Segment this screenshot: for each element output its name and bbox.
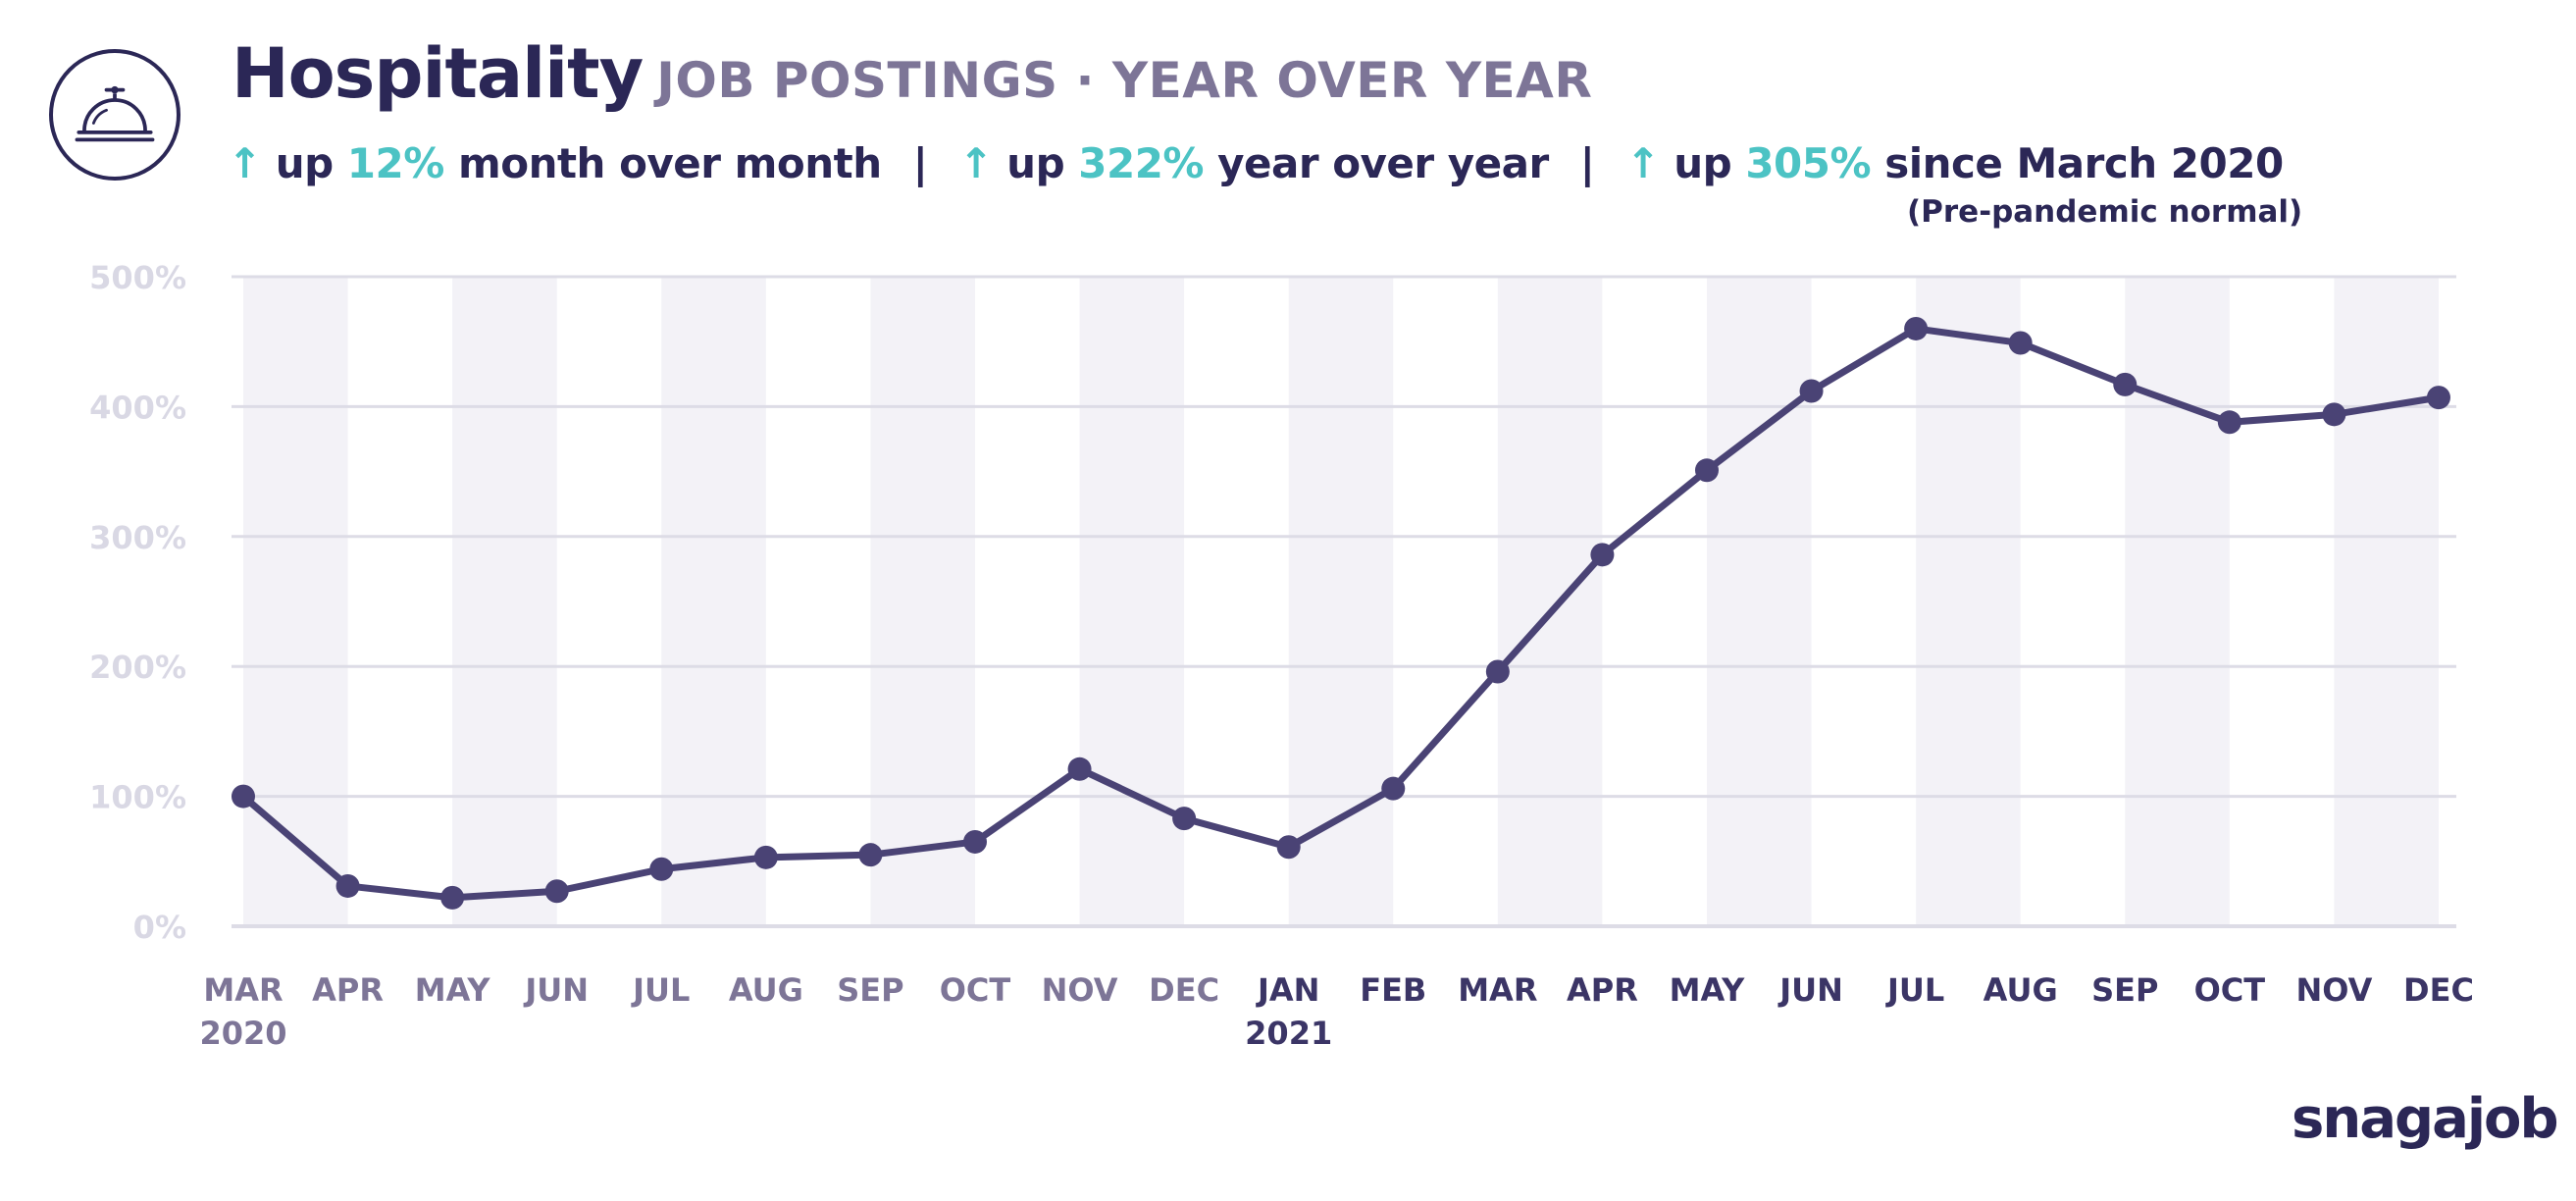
column-band [661,277,766,926]
y-tick-label: 400% [89,389,186,426]
x-tick-label: AUG [1984,971,2058,1009]
title-subtitle: JOB POSTINGS · YEAR OVER YEAR [656,52,1593,109]
x-tick-label: JAN [1256,971,1319,1009]
x-tick-label: JUL [1885,971,1944,1009]
chart-title: Hospitality JOB POSTINGS · YEAR OVER YEAR [232,33,1592,114]
x-tick-label: DEC [1149,971,1219,1009]
column-band [870,277,975,926]
column-band [1706,277,1812,926]
data-point [544,879,569,904]
data-point [1172,807,1197,831]
data-point [1381,776,1406,801]
data-point [232,784,255,809]
column-band [2334,277,2439,926]
x-tick-label: OCT [940,971,1011,1009]
snagajob-logo: snagajob [2292,1087,2559,1151]
y-tick-label: 0% [133,909,186,946]
x-tick-label: JUN [1777,971,1843,1009]
stat-separator: | [1579,139,1595,187]
data-point [753,845,778,869]
data-point [649,857,674,881]
x-tick-label: JUL [631,971,690,1009]
data-point [1276,835,1301,860]
x-tick-label: MAY [1670,971,1746,1009]
x-tick-label: DEC [2403,971,2474,1009]
x-tick-label: NOV [1042,971,1118,1009]
up-arrow-icon: ↑ [958,139,994,187]
x-tick-label: SEP [2091,971,2158,1009]
series-polyline [239,325,2443,902]
data-point [335,873,360,898]
x-year-label: 2020 [199,1015,286,1052]
column-band [452,277,557,926]
data-point [2322,402,2346,427]
data-point [1590,543,1615,567]
service-bell-icon [49,49,180,181]
stat-value: 12% [346,139,445,187]
up-arrow-icon: ↑ [228,139,262,187]
x-year-label: 2021 [1245,1015,1332,1052]
x-tick-label: MAR [203,971,283,1009]
data-point [1067,757,1092,781]
data-point [2426,386,2450,410]
stat-month: ↑ up 12% month over month [228,139,882,187]
y-tick-label: 300% [89,519,186,556]
y-tick-label: 500% [89,259,186,296]
x-tick-label: OCT [2194,971,2266,1009]
x-tick-label: SEP [837,971,903,1009]
data-point [2217,410,2241,435]
series-line [239,325,2443,902]
x-tick-label: MAR [1458,971,1537,1009]
stat-value: 305% [1745,139,1872,187]
y-tick-label: 100% [89,779,186,816]
data-point [2113,372,2138,396]
x-tick-label: FEB [1360,971,1426,1009]
x-tick-label: APR [312,971,384,1009]
x-axis-ticks: MAR APR MAY JUN JUL AUG SEP OCT NOV DEC JAN FEB MAR A… [199,971,2473,1052]
column-band [243,277,348,926]
stats-row: ↑ up 12% month over month | ↑ up 322% year o… [228,139,2284,187]
data-point [2008,331,2033,355]
data-point [440,885,465,910]
stat-value: 322% [1078,139,1205,187]
column-bands [243,277,2439,926]
y-tick-label: 200% [89,649,186,686]
baseline-note: (Pre-pandemic normal) [1907,194,2303,230]
data-point [1485,659,1510,684]
stat-separator: | [912,139,928,187]
title-main: Hospitality [232,33,644,114]
x-tick-label: AUG [729,971,803,1009]
data-point [1694,458,1719,483]
column-band [1497,277,1603,926]
column-band [2125,277,2230,926]
x-tick-label: NOV [2295,971,2372,1009]
up-arrow-icon: ↑ [1625,139,1661,187]
data-point [962,829,987,854]
stat-since: ↑ up 305% since March 2020 [1625,139,2285,187]
data-point [1799,379,1824,403]
column-band [1916,277,2021,926]
column-band [1288,277,1394,926]
data-point [858,843,883,867]
gridlines [232,275,2456,928]
x-tick-label: JUN [523,971,589,1009]
y-axis-ticks: 0% 100% 200% 300% 400% 500% [89,259,186,946]
x-tick-label: APR [1567,971,1638,1009]
stat-year: ↑ up 322% year over year [958,139,1549,187]
data-points [232,316,2450,910]
x-tick-label: MAY [415,971,491,1009]
column-band [1079,277,1185,926]
data-point [1904,316,1929,340]
